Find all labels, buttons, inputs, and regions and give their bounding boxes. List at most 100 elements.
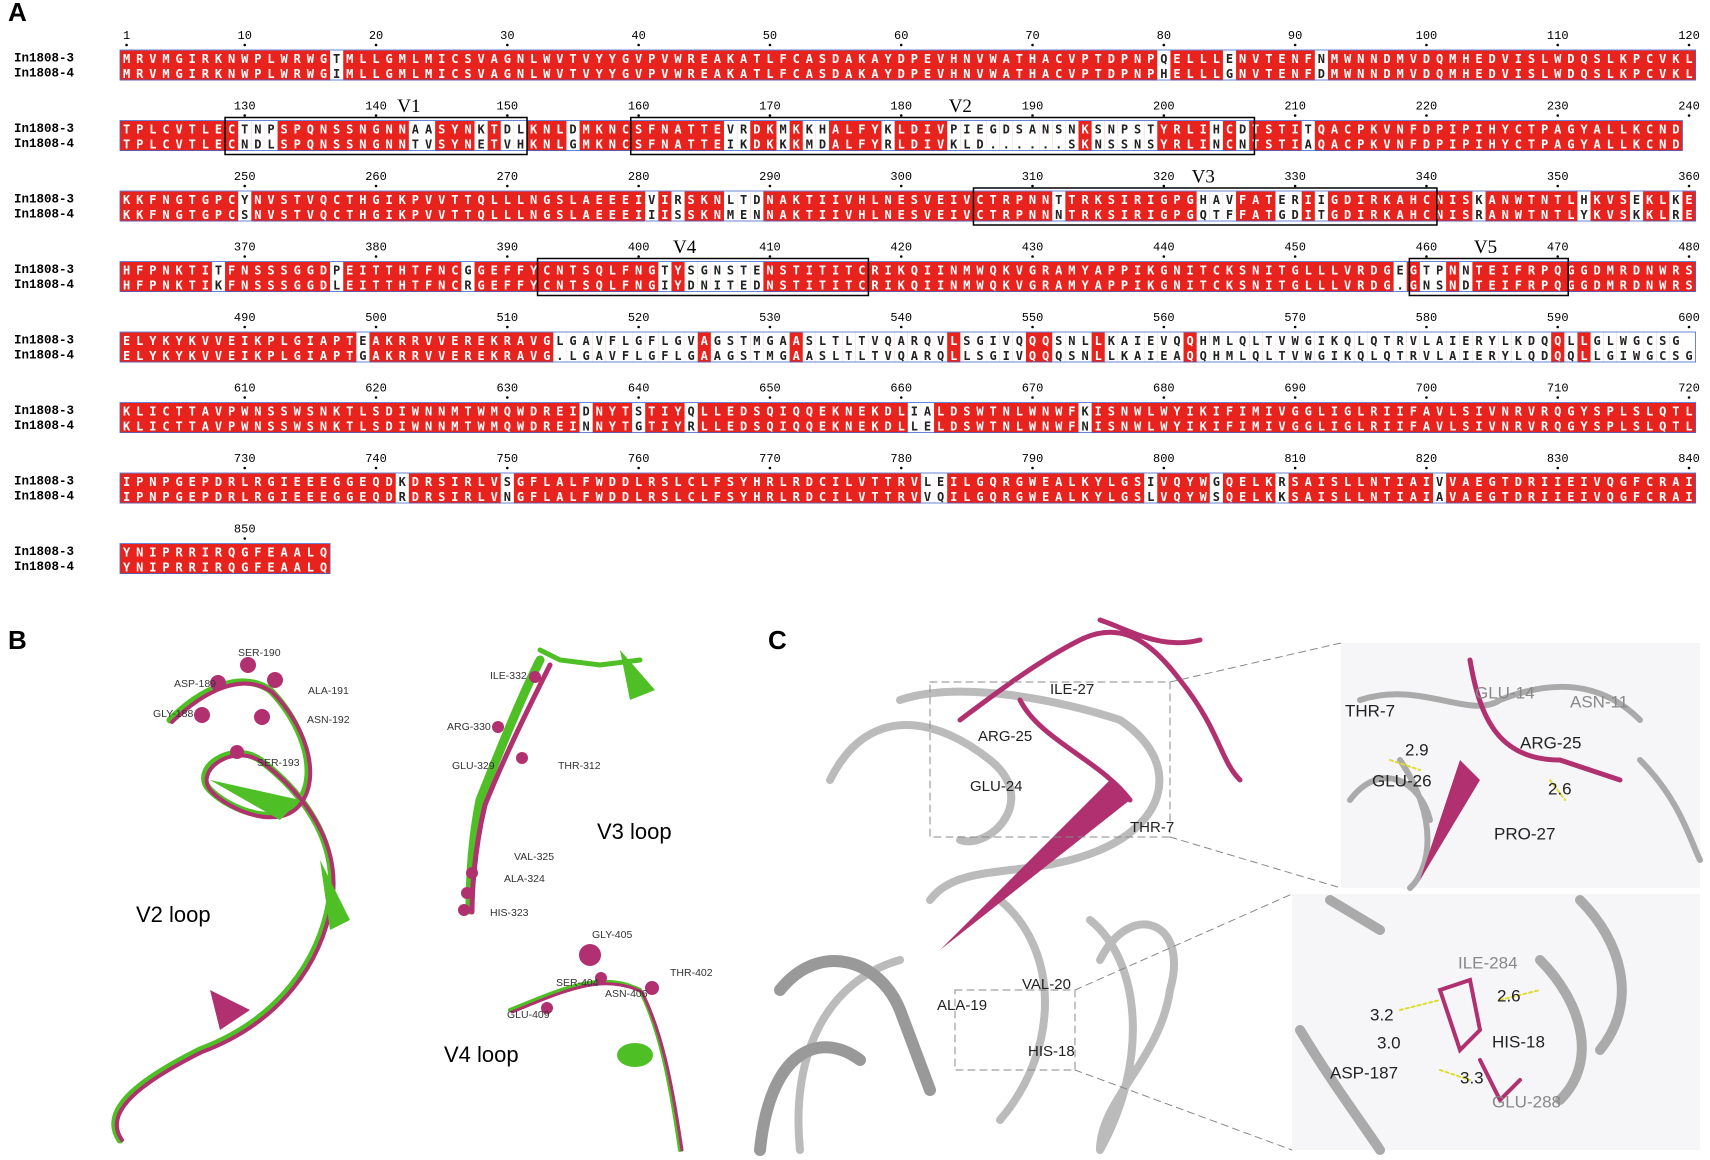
variable-bg bbox=[605, 332, 619, 348]
ruler-number: 30 bbox=[500, 29, 514, 43]
variable-bg bbox=[1577, 191, 1591, 207]
ruler-dot bbox=[1556, 114, 1560, 117]
ruler-number: 210 bbox=[1284, 100, 1306, 114]
ruler-number: 370 bbox=[234, 241, 256, 255]
variable-bg bbox=[1131, 332, 1145, 348]
variable-bg bbox=[1065, 121, 1079, 136]
variable-bg bbox=[907, 418, 921, 433]
residue-label: ILE-27 bbox=[1050, 681, 1094, 698]
residue-label: ILE-332 bbox=[490, 670, 527, 682]
variable-bg bbox=[1354, 332, 1368, 348]
ruler-number: 490 bbox=[234, 311, 256, 325]
variable-bg bbox=[1222, 347, 1237, 363]
variable-bg bbox=[802, 136, 816, 151]
variable-bg bbox=[737, 332, 751, 348]
structure-b bbox=[111, 647, 684, 1152]
variable-bg bbox=[1209, 191, 1223, 207]
variable-bg bbox=[1288, 332, 1302, 348]
variable-bg bbox=[1091, 136, 1105, 151]
ruler-number: 120 bbox=[1678, 29, 1700, 43]
variable-bg bbox=[1144, 332, 1158, 348]
variable-bg bbox=[1222, 65, 1237, 81]
variable-bg bbox=[1380, 332, 1394, 348]
variable-bg bbox=[999, 347, 1013, 363]
variable-bg bbox=[1433, 277, 1447, 292]
residue-label: GLY-188 bbox=[153, 708, 193, 720]
variable-bg bbox=[1433, 488, 1447, 504]
ruler-dot bbox=[1687, 466, 1691, 470]
variable-bg bbox=[737, 206, 751, 222]
variable-bg bbox=[1236, 136, 1250, 151]
ruler-number: 270 bbox=[497, 170, 519, 184]
sequence-name: In1808-3 bbox=[14, 122, 74, 136]
ruler-number: 830 bbox=[1547, 452, 1569, 466]
sequence-name: In1808-3 bbox=[14, 545, 74, 559]
sequence-name: In1808-3 bbox=[14, 404, 74, 418]
variable-bg bbox=[750, 191, 764, 207]
region-label: V3 bbox=[1192, 166, 1215, 187]
variable-bg bbox=[579, 347, 593, 363]
variable-bg bbox=[934, 488, 948, 504]
variable-bg bbox=[776, 347, 790, 363]
ruler-number: 230 bbox=[1547, 100, 1569, 114]
ruler-number: 330 bbox=[1284, 170, 1306, 184]
variable-bg bbox=[684, 262, 698, 277]
ruler-dot bbox=[768, 114, 772, 117]
variable-bg bbox=[1012, 347, 1026, 363]
residue-label: THR-7 bbox=[1130, 819, 1174, 836]
variable-bg bbox=[592, 347, 606, 363]
variable-bg bbox=[868, 347, 882, 363]
variable-bg bbox=[251, 121, 265, 136]
ruler-number: 190 bbox=[1022, 100, 1044, 114]
variable-region-box bbox=[224, 116, 528, 156]
variable-bg bbox=[566, 332, 580, 348]
variable-bg bbox=[356, 347, 370, 363]
ruler-dot bbox=[506, 325, 509, 329]
ruler-number: 180 bbox=[890, 100, 912, 114]
block-frame bbox=[119, 543, 331, 574]
variable-bg bbox=[238, 136, 252, 151]
ruler-dot bbox=[899, 43, 903, 47]
variable-bg bbox=[1209, 347, 1223, 363]
residue-label: GLU-24 bbox=[970, 778, 1023, 795]
ruler-dot bbox=[1425, 466, 1428, 470]
residue-label: THR-402 bbox=[670, 967, 713, 979]
variable-bg bbox=[737, 191, 751, 207]
ruler-dot bbox=[506, 114, 509, 117]
variable-bg bbox=[1472, 191, 1486, 207]
variable-bg bbox=[1275, 347, 1289, 363]
variable-bg bbox=[1117, 347, 1132, 363]
ruler-number: 310 bbox=[1022, 170, 1044, 184]
sequence-name: In1808-4 bbox=[14, 419, 75, 433]
ruler-number: 770 bbox=[759, 452, 781, 466]
variable-bg bbox=[1144, 347, 1158, 363]
ruler-dot bbox=[374, 255, 378, 258]
variable-bg bbox=[1629, 332, 1644, 348]
variable-bg bbox=[1275, 488, 1289, 504]
variable-bg bbox=[815, 121, 830, 136]
variable-bg bbox=[1236, 121, 1250, 136]
variable-bg bbox=[1367, 332, 1381, 348]
variable-bg bbox=[408, 136, 422, 151]
ruler-number: 10 bbox=[238, 29, 252, 43]
variable-bg bbox=[1314, 347, 1328, 363]
ruler-number: 740 bbox=[365, 452, 387, 466]
conserved-bg bbox=[120, 559, 331, 574]
variable-bg bbox=[1354, 347, 1368, 363]
ruler-number: 840 bbox=[1678, 452, 1700, 466]
variable-bg bbox=[1209, 488, 1223, 504]
variable-bg bbox=[763, 347, 777, 363]
variable-bg bbox=[973, 332, 987, 348]
variable-bg bbox=[920, 332, 935, 348]
ruler-dot bbox=[1687, 43, 1691, 47]
variable-bg bbox=[920, 347, 935, 363]
ruler-dot bbox=[1425, 325, 1428, 329]
variable-bg bbox=[960, 136, 974, 151]
variable-bg bbox=[737, 347, 751, 363]
variable-bg bbox=[1314, 50, 1328, 66]
variable-bg bbox=[1656, 332, 1670, 348]
ruler-dot bbox=[1162, 43, 1166, 47]
ruler-number: 290 bbox=[759, 170, 781, 184]
